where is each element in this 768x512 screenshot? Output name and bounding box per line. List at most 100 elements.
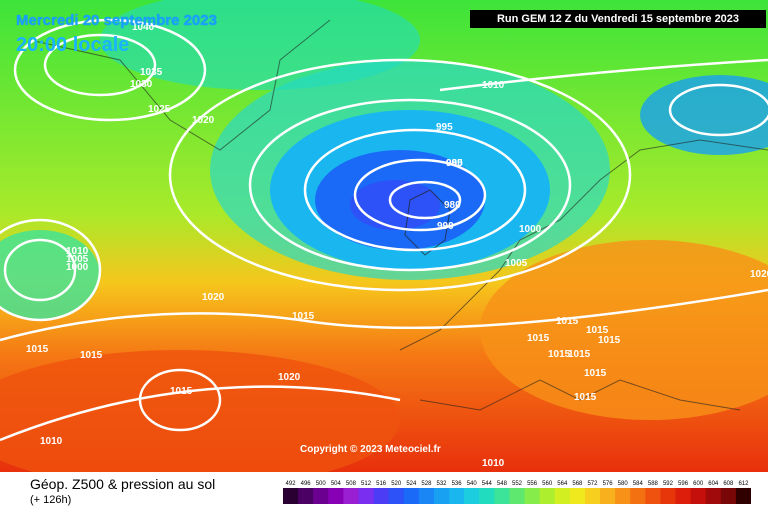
- coastline-mediterranean: [419, 379, 741, 411]
- lead-time: (+ 126h): [30, 494, 72, 506]
- scale-swatch: [343, 488, 359, 504]
- isobar-label: 990: [437, 221, 454, 232]
- scale-swatch: [464, 488, 480, 504]
- isobars: [0, 18, 768, 442]
- forecast-date: Mercredi 20 septembre 2023: [16, 12, 217, 29]
- scale-label: 512: [361, 481, 372, 487]
- scale-swatch: [630, 488, 646, 504]
- scale-label: 524: [406, 481, 417, 487]
- scale-swatch: [328, 488, 344, 504]
- scale-label: 536: [452, 481, 463, 487]
- isobar-label: 1000: [519, 224, 542, 235]
- isobar-label: 1015: [556, 316, 579, 327]
- scale-label: 576: [603, 481, 614, 487]
- color-scale-legend: 492 496 500 504 508 512 516 520 524 528 532 536 540 5…: [283, 481, 751, 504]
- scale-label: 492: [286, 481, 297, 487]
- scale-label: 500: [316, 481, 327, 487]
- isobar-label: 980: [444, 200, 461, 211]
- isobar-label: 1015: [568, 349, 591, 360]
- scale-swatch: [388, 488, 405, 504]
- scale-label: 516: [376, 481, 387, 487]
- scale-swatch: [494, 488, 510, 504]
- isobar-label: 1020: [750, 269, 768, 280]
- scale-label: 572: [587, 481, 598, 487]
- isobar-label: 995: [436, 122, 453, 133]
- isobar-label: 1005: [66, 254, 89, 265]
- z500-south-ridge: [0, 350, 400, 472]
- scale-swatch: [479, 488, 495, 504]
- scale-label: 608: [723, 481, 734, 487]
- isobar-label: 1005: [505, 258, 528, 269]
- isobar: [3, 238, 77, 302]
- isobar-label: 1040: [132, 22, 155, 33]
- scale-swatch: [539, 488, 556, 504]
- scale-swatch: [313, 488, 329, 504]
- scale-label: 584: [633, 481, 644, 487]
- isobar-label: 1015: [598, 335, 621, 346]
- isobar: [388, 180, 462, 220]
- scale-label: 600: [693, 481, 704, 487]
- scale-label: 504: [331, 481, 342, 487]
- coastline-europe: [399, 139, 768, 351]
- copyright: Copyright © 2023 Meteociel.fr: [300, 444, 441, 455]
- isobar-label: 1010: [66, 246, 89, 257]
- scale-label: 548: [497, 481, 508, 487]
- scale-swatch: [373, 488, 390, 504]
- isobar: [0, 218, 102, 322]
- scale-swatch: [660, 488, 677, 504]
- scale-label: 556: [527, 481, 538, 487]
- isobar: [13, 18, 207, 122]
- isobar-label: 1000: [66, 262, 89, 273]
- model-run-banner: Run GEM 12 Z du Vendredi 15 septembre 20…: [470, 10, 766, 28]
- scale-label: 612: [738, 481, 749, 487]
- isobar-label: 1015: [574, 392, 597, 403]
- isobar-label: 990: [446, 158, 463, 169]
- z500-greenland-ridge: [100, 0, 420, 90]
- isobar: [303, 128, 527, 252]
- scale-swatch: [449, 488, 465, 504]
- scale-swatch: [584, 488, 601, 504]
- isobar-label: 1015: [292, 311, 315, 322]
- parameter-title: Géop. Z500 & pression au sol: [30, 476, 216, 492]
- scale-swatch: [705, 488, 722, 504]
- scale-swatch: [690, 488, 707, 504]
- scale-label: 580: [618, 481, 629, 487]
- scale-label: 540: [467, 481, 478, 487]
- isobar-label: 1020: [192, 115, 215, 126]
- isobar-label: 1015: [170, 386, 193, 397]
- isobar-label: 985: [446, 158, 463, 169]
- scale-label: 560: [542, 481, 553, 487]
- scale-label: 520: [391, 481, 402, 487]
- isobar: [0, 288, 768, 342]
- scale-swatch: [735, 488, 751, 504]
- scale-label: 552: [512, 481, 523, 487]
- isobar: [668, 83, 768, 137]
- scale-label: 508: [346, 481, 357, 487]
- z500-east-ridge: [480, 240, 768, 420]
- scale-label: 532: [437, 481, 448, 487]
- scale-label: 528: [421, 481, 432, 487]
- coastline-british-isles: [404, 189, 451, 256]
- isobar-label: 1015: [80, 350, 103, 361]
- isobar: [138, 368, 222, 432]
- isobar-label: 1015: [548, 349, 571, 360]
- isobar-label: 1015: [26, 344, 49, 355]
- forecast-time: 20:00 locale: [16, 34, 130, 56]
- scale-swatch: [645, 488, 661, 504]
- coastline-greenland: [29, 19, 331, 151]
- scale-swatch: [600, 488, 616, 504]
- isobar-label: 1010: [482, 458, 505, 469]
- isobar-label: 1010: [482, 80, 505, 91]
- isobar-label: 1015: [527, 333, 550, 344]
- isobar-label: 1010: [40, 436, 63, 447]
- isobar-label: 1015: [584, 368, 607, 379]
- z500-trough-core: [350, 180, 440, 230]
- scale-label: 568: [572, 481, 583, 487]
- scale-swatch: [615, 488, 631, 504]
- isobar-label: 1020: [202, 292, 225, 303]
- isobar-label: 1015: [586, 325, 609, 336]
- scale-swatch: [554, 488, 571, 504]
- scale-swatch: [675, 488, 692, 504]
